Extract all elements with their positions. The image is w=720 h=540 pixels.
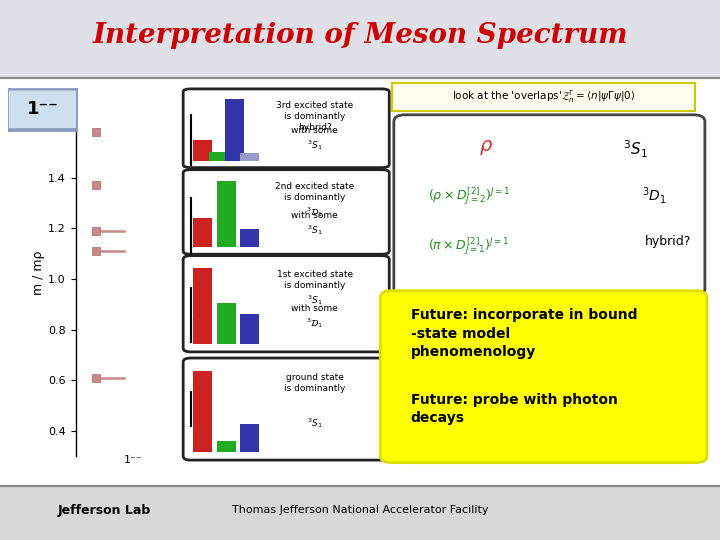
Text: Jefferson Lab: Jefferson Lab bbox=[58, 504, 151, 517]
FancyBboxPatch shape bbox=[394, 115, 705, 295]
Bar bbox=[240, 153, 259, 161]
Bar bbox=[240, 228, 259, 247]
Text: with some
$^3\mathcal{D}_1$: with some $^3\mathcal{D}_1$ bbox=[292, 304, 338, 330]
Bar bbox=[217, 180, 235, 247]
Text: ground state
is dominantly: ground state is dominantly bbox=[284, 373, 346, 393]
Text: Future: incorporate in bound
-state model
phenomenology: Future: incorporate in bound -state mode… bbox=[410, 308, 637, 359]
Text: 1⁻⁻: 1⁻⁻ bbox=[124, 455, 143, 465]
Text: $(\pi \times D_{J=1}^{[2]})^{J=1}$: $(\pi \times D_{J=1}^{[2]})^{J=1}$ bbox=[428, 235, 510, 257]
Text: Future: probe with photon
decays: Future: probe with photon decays bbox=[410, 393, 618, 425]
Bar bbox=[217, 302, 235, 344]
Text: 2nd excited state
is dominantly
$^3\mathcal{D}_1$: 2nd excited state is dominantly $^3\math… bbox=[275, 182, 354, 219]
FancyBboxPatch shape bbox=[183, 89, 390, 167]
Text: Interpretation of Meson Spectrum: Interpretation of Meson Spectrum bbox=[92, 22, 628, 49]
Bar bbox=[217, 441, 235, 451]
Text: $\rho$: $\rho$ bbox=[479, 138, 493, 157]
FancyBboxPatch shape bbox=[380, 291, 707, 463]
Text: Thomas Jefferson National Accelerator Facility: Thomas Jefferson National Accelerator Fa… bbox=[232, 505, 488, 515]
Text: with some
$^3S_1$: with some $^3S_1$ bbox=[292, 211, 338, 237]
Bar bbox=[209, 152, 228, 161]
Text: 1⁻⁻: 1⁻⁻ bbox=[27, 100, 58, 118]
Bar bbox=[240, 314, 259, 344]
Text: 1st excited state
is dominantly
$^3S_1$: 1st excited state is dominantly $^3S_1$ bbox=[276, 270, 353, 307]
Text: look at the 'overlaps'$\mathcal{Z}_n^\Gamma = \langle n|\psi\Gamma\psi|0\rangle$: look at the 'overlaps'$\mathcal{Z}_n^\Ga… bbox=[452, 88, 635, 105]
Y-axis label: m / mρ: m / mρ bbox=[32, 251, 45, 295]
Text: $(\rho \times D_{J=2}^{[2]})^{J=1}$: $(\rho \times D_{J=2}^{[2]})^{J=1}$ bbox=[428, 185, 510, 207]
Bar bbox=[193, 268, 212, 344]
Bar bbox=[193, 372, 212, 451]
Text: with some
$^3S_1$: with some $^3S_1$ bbox=[292, 126, 338, 152]
FancyBboxPatch shape bbox=[183, 255, 390, 352]
Text: $^3S_1$: $^3S_1$ bbox=[307, 416, 323, 430]
Bar bbox=[225, 99, 243, 161]
FancyBboxPatch shape bbox=[183, 170, 390, 254]
Text: $^3S_1$: $^3S_1$ bbox=[624, 138, 648, 160]
Bar bbox=[193, 218, 212, 247]
Text: $^3D_1$: $^3D_1$ bbox=[642, 185, 666, 206]
Text: 3rd excited state
is dominantly
hybrid?: 3rd excited state is dominantly hybrid? bbox=[276, 100, 354, 132]
FancyBboxPatch shape bbox=[183, 358, 390, 460]
Bar bbox=[193, 140, 212, 161]
FancyBboxPatch shape bbox=[7, 89, 78, 130]
Bar bbox=[240, 424, 259, 451]
Text: hybrid?: hybrid? bbox=[644, 235, 690, 248]
